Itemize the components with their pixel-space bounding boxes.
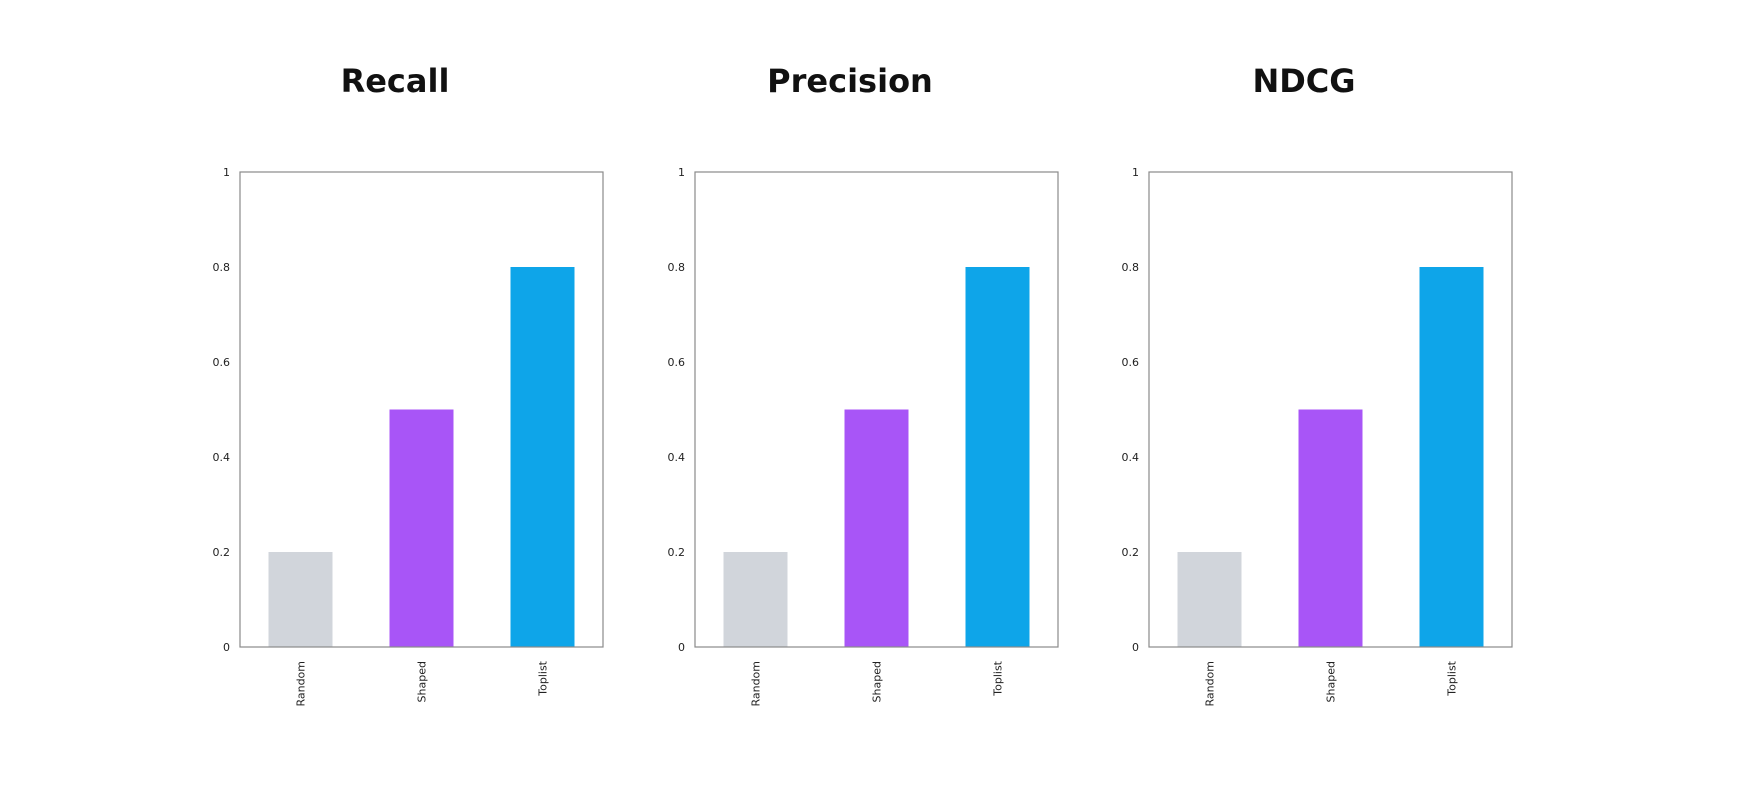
x-category-label: Shaped (416, 661, 429, 702)
y-tick-label: 0.6 (213, 356, 231, 369)
y-tick-label: 0.8 (1122, 261, 1140, 274)
recall-plot: 0 0.2 0.4 0.6 0.8 1 Random Shaped Toplist (213, 166, 604, 707)
y-tick-label: 0.4 (1122, 451, 1140, 464)
y-tick-label: 1 (223, 166, 230, 179)
precision-plot: 0 0.2 0.4 0.6 0.8 1 Random Shaped Toplist (668, 166, 1059, 707)
bar-shaped (1298, 409, 1363, 647)
recall-chart: Recall 0 0.2 0.4 0.6 0.8 1 Random Shaped Toplist (105, 0, 685, 791)
chart-title: Precision (767, 62, 933, 100)
chart-title: Recall (340, 62, 450, 100)
bar-toplist (965, 267, 1030, 647)
y-tick-label: 0 (678, 641, 685, 654)
bar-random (1177, 552, 1242, 647)
y-tick-label: 0.6 (668, 356, 686, 369)
plot-frame (694, 171, 1059, 648)
y-tick-label: 0.4 (668, 451, 686, 464)
y-tick-label: 0.2 (1122, 546, 1140, 559)
x-category-label: Random (295, 661, 308, 707)
bar-shaped (389, 409, 454, 647)
y-tick-label: 1 (1132, 166, 1139, 179)
x-category-label: Shaped (1325, 661, 1338, 702)
bar-random (723, 552, 788, 647)
x-category-label: Random (1204, 661, 1217, 707)
x-category-label: Shaped (871, 661, 884, 702)
plot-frame (1148, 171, 1513, 648)
y-tick-label: 0 (1132, 641, 1139, 654)
y-tick-label: 0.6 (1122, 356, 1140, 369)
y-tick-label: 0.4 (213, 451, 231, 464)
bar-toplist (1419, 267, 1484, 647)
ndcg-plot: 0 0.2 0.4 0.6 0.8 1 Random Shaped Toplist (1122, 166, 1513, 707)
chart-title: NDCG (1252, 62, 1356, 100)
bar-toplist (510, 267, 575, 647)
y-tick-label: 0.8 (213, 261, 231, 274)
precision-chart: Precision 0 0.2 0.4 0.6 0.8 1 Random Shaped Topl… (560, 0, 1140, 791)
plot-frame (239, 171, 604, 648)
ndcg-chart: NDCG 0 0.2 0.4 0.6 0.8 1 Random Shaped Toplist (1014, 0, 1594, 791)
bar-shaped (844, 409, 909, 647)
bar-random (268, 552, 333, 647)
x-category-label: Random (750, 661, 763, 707)
y-tick-label: 0.8 (668, 261, 686, 274)
x-category-label: Toplist (537, 660, 550, 696)
y-tick-label: 0.2 (668, 546, 686, 559)
y-tick-label: 0 (223, 641, 230, 654)
x-category-label: Toplist (992, 660, 1005, 696)
y-tick-label: 1 (678, 166, 685, 179)
x-category-label: Toplist (1446, 660, 1459, 696)
y-tick-label: 0.2 (213, 546, 231, 559)
